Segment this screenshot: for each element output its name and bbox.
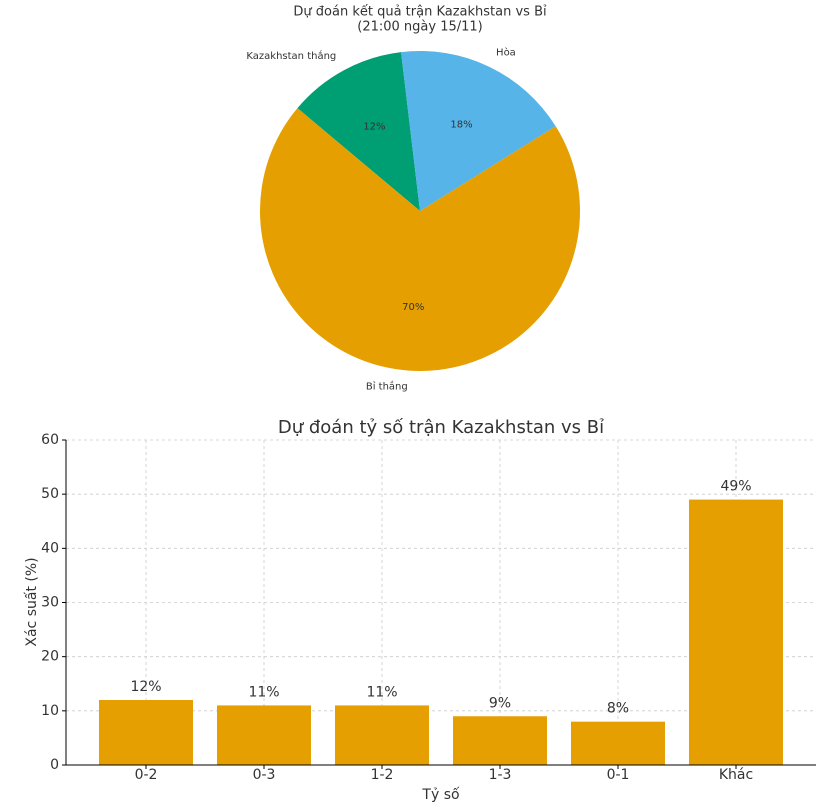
bar-value-label: 8% bbox=[607, 701, 629, 717]
pie-slice bbox=[260, 108, 580, 372]
x-tick-label: 0-3 bbox=[253, 767, 276, 783]
y-tick-label: 0 bbox=[50, 757, 59, 773]
bar-title: Dự đoán tỷ số trận Kazakhstan vs Bỉ bbox=[278, 417, 604, 438]
bar-value-label: 11% bbox=[366, 684, 397, 700]
bar-value-label: 11% bbox=[248, 684, 279, 700]
bar bbox=[217, 705, 311, 765]
slice-label: Kazakhstan thắng bbox=[246, 49, 336, 62]
slice-label: Bỉ thắng bbox=[366, 380, 408, 393]
bar bbox=[453, 716, 547, 765]
y-tick-label: 20 bbox=[41, 649, 59, 665]
x-tick-label: 0-1 bbox=[607, 767, 630, 783]
bar bbox=[99, 700, 193, 765]
y-tick-label: 50 bbox=[41, 486, 59, 502]
bar bbox=[689, 499, 783, 765]
pie-subtitle: (21:00 ngày 15/11) bbox=[357, 20, 483, 35]
bar bbox=[571, 721, 665, 765]
slice-value-label: 12% bbox=[363, 122, 385, 133]
pie-slice bbox=[401, 51, 556, 212]
bar-value-label: 12% bbox=[130, 679, 161, 695]
x-tick-label: 1-2 bbox=[371, 767, 394, 783]
y-tick-label: 60 bbox=[41, 432, 59, 448]
x-tick-label: Khác bbox=[719, 767, 753, 783]
slice-value-label: 70% bbox=[402, 302, 424, 313]
y-tick-label: 40 bbox=[41, 540, 59, 556]
pie-title: Dự đoán kết quả trận Kazakhstan vs Bỉ bbox=[293, 5, 547, 20]
x-tick-label: 1-3 bbox=[489, 767, 512, 783]
bar-value-label: 9% bbox=[489, 695, 511, 711]
pie-slice bbox=[297, 52, 420, 211]
slice-value-label: 18% bbox=[450, 119, 472, 130]
slice-label: Hòa bbox=[496, 46, 516, 58]
y-axis-label: Xác suất (%) bbox=[24, 557, 40, 646]
x-axis-label: Tỷ số bbox=[421, 786, 460, 803]
x-tick-label: 0-2 bbox=[135, 767, 158, 783]
y-tick-label: 10 bbox=[41, 703, 59, 719]
bar-value-label: 49% bbox=[720, 479, 751, 495]
bar bbox=[335, 705, 429, 765]
y-tick-label: 30 bbox=[41, 595, 59, 611]
